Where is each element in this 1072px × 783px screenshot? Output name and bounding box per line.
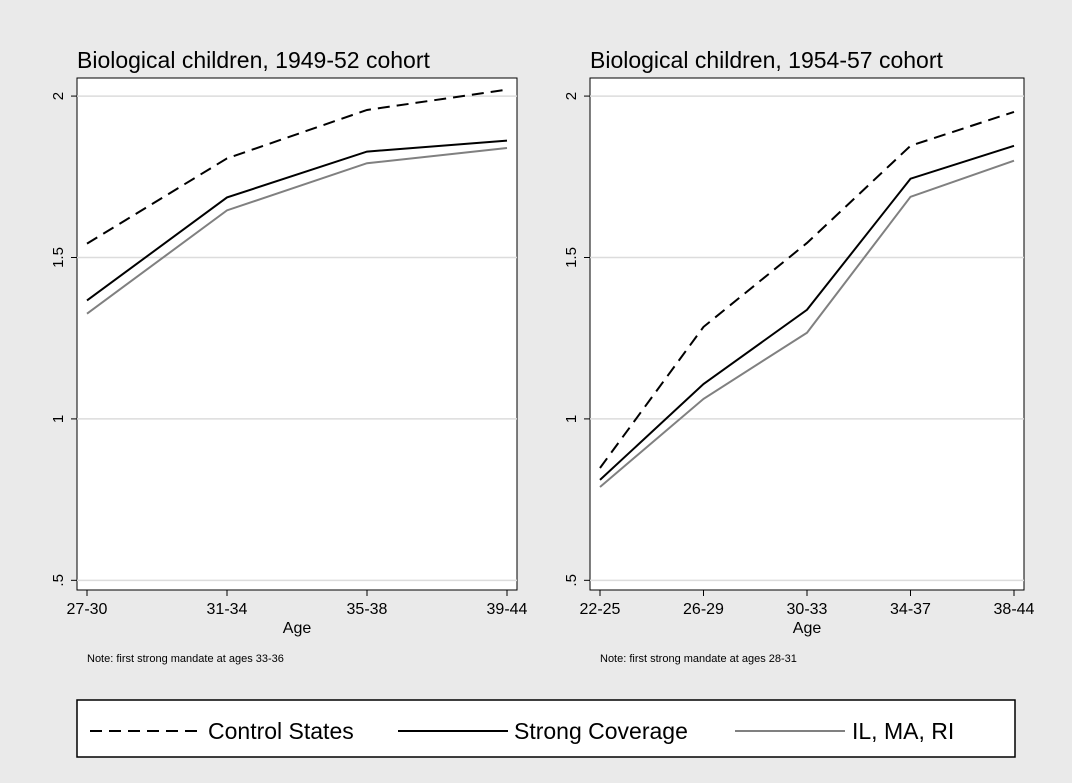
series-line [599,159,1015,488]
y-tick-label: .5 [563,574,580,587]
x-axis-label: Age [283,620,312,637]
series-line [86,147,508,315]
note: Note: first strong mandate at ages 28-31 [600,653,797,665]
legend-label: IL, MA, RI [852,718,954,744]
note: Note: first strong mandate at ages 33-36 [87,653,284,665]
series-line [599,110,1015,469]
x-tick-label: 22-25 [580,601,621,618]
x-tick-label: 30-33 [787,601,828,618]
x-tick-label: 38-44 [994,601,1035,618]
x-tick-label: 34-37 [890,601,931,618]
y-tick-label: 2 [50,92,67,100]
y-tick-label: .5 [50,574,67,587]
legend-box [76,699,1016,758]
x-tick-label: 39-44 [487,601,528,618]
x-tick-label: 26-29 [683,601,724,618]
chart-title: Biological children, 1949-52 cohort [77,47,430,73]
x-tick-label: 27-30 [67,601,108,618]
chart-title: Biological children, 1954-57 cohort [590,47,943,73]
plot-area [589,77,1025,591]
y-tick-label: 1 [50,415,67,423]
y-tick-label: 2 [563,92,580,100]
legend-label: Control States [208,718,354,744]
series-line [599,144,1015,481]
x-tick-label: 31-34 [207,601,248,618]
y-tick-label: 1 [563,415,580,423]
y-tick-label: 1.5 [50,247,67,268]
x-tick-label: 35-38 [347,601,388,618]
plot-area [76,77,518,591]
y-tick-label: 1.5 [563,247,580,268]
legend-label: Strong Coverage [514,718,688,744]
series-line [86,139,508,302]
series-line [86,88,508,245]
x-axis-label: Age [793,620,822,637]
